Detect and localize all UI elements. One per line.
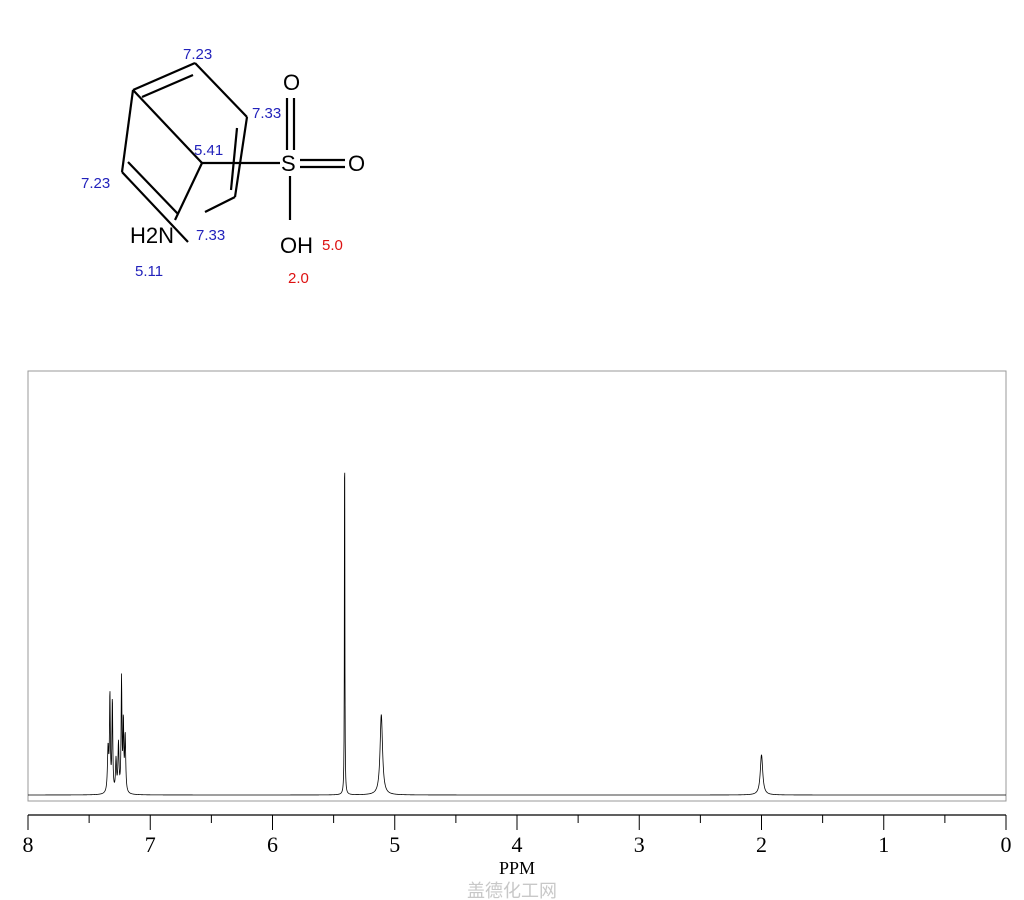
atom-oh: OH: [280, 233, 313, 258]
molecule-structure: [120, 61, 345, 243]
shift-label: 7.33: [252, 105, 281, 122]
bond: [120, 89, 135, 173]
x-tick-label: 7: [145, 832, 156, 857]
bond: [132, 61, 196, 92]
atom-o-right: O: [348, 151, 365, 176]
bond: [174, 162, 203, 221]
x-tick-label: 0: [1001, 832, 1012, 857]
shift-label: 5.11: [135, 263, 163, 280]
x-tick-label: 5: [389, 832, 400, 857]
shift-label: 7.23: [183, 46, 212, 63]
x-axis-label: PPM: [499, 858, 535, 878]
x-tick-label: 6: [267, 832, 278, 857]
shift-label: 7.33: [196, 227, 225, 244]
shift-label: 5.41: [194, 142, 223, 159]
x-axis-ticks: 8 7 6 5 4 3 2 1 0: [23, 815, 1012, 857]
shift-label: 5.0: [322, 237, 343, 254]
atom-o-top: O: [283, 70, 300, 95]
shift-label: 2.0: [288, 270, 309, 287]
watermark: 盖德化工网: [467, 881, 557, 900]
bond: [233, 116, 249, 198]
shift-label: 7.23: [81, 175, 110, 192]
plot-frame: [27, 370, 1007, 802]
bond: [121, 171, 189, 243]
atom-nh2: H2N: [130, 223, 174, 248]
bond: [229, 127, 239, 191]
spectrum-line: [28, 472, 1006, 796]
x-tick-label: 3: [634, 832, 645, 857]
x-tick-label: 2: [756, 832, 767, 857]
bond: [194, 62, 248, 118]
bond: [204, 196, 236, 213]
bond: [132, 89, 203, 164]
x-tick-label: 4: [512, 832, 523, 857]
bond: [141, 73, 194, 99]
x-tick-label: 8: [23, 832, 34, 857]
x-tick-label: 1: [878, 832, 889, 857]
bond: [127, 161, 179, 215]
atom-s: S: [281, 151, 296, 176]
